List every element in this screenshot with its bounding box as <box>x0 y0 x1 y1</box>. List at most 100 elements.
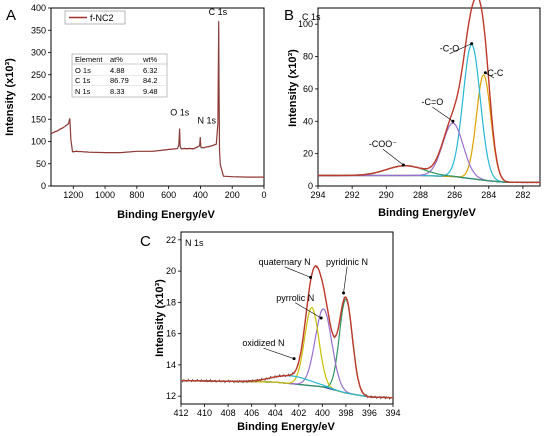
composition-table: Element at% wt% O 1s 4.88 6.32 C 1s 86.7… <box>71 53 168 98</box>
panel-b-plot: 294 292 290 288 286 284 282 0 20 40 60 80 100 -COO⁻ -C… <box>298 0 541 200</box>
raw-data-line <box>317 0 541 184</box>
x-tick-label: 200 <box>225 190 240 200</box>
y-tick-label: 150 <box>31 114 46 124</box>
annotation-arrowhead <box>470 42 474 46</box>
x-tick-label: 600 <box>161 190 176 200</box>
component-line-1 <box>318 74 540 183</box>
panel-c-xlabel: Binding Energy/eV <box>237 421 335 433</box>
annotation-arrow <box>449 43 472 54</box>
x-tick-label: 294 <box>310 190 325 200</box>
peak-label: -C-O <box>440 44 460 54</box>
y-tick-label: 80 <box>303 52 313 62</box>
y-tick-label: 250 <box>31 70 46 80</box>
annotation-arrow <box>432 106 454 122</box>
panel-b-letter: B <box>284 7 294 24</box>
envelope-line <box>180 265 393 399</box>
annotation-arrowhead <box>401 163 405 167</box>
x-tick-label: 398 <box>338 408 353 418</box>
annotation-arrow <box>343 266 348 294</box>
panel-c-ylabel: Intensity (x10³) <box>154 279 166 357</box>
x-tick-label: 406 <box>244 408 259 418</box>
panel-a-ylabel: Intensity (x10³) <box>4 58 16 136</box>
plot-frame <box>180 231 394 405</box>
panel-c-letter: C <box>140 233 151 250</box>
y-tick-label: 20 <box>303 149 313 159</box>
y-tick-label: 20 <box>166 266 176 276</box>
survey-line-f-nc2 <box>50 21 264 178</box>
x-tick-label: 408 <box>221 408 236 418</box>
annotation-arrowhead <box>342 291 346 295</box>
table-cell: O 1s <box>75 66 91 75</box>
y-tick-label: 18 <box>166 297 176 307</box>
envelope-line <box>318 0 540 184</box>
table-cell: 86.79 <box>110 76 129 85</box>
x-tick-label: 400 <box>315 408 330 418</box>
peak-label: -C=O <box>422 97 444 107</box>
y-tick-label: 12 <box>166 391 176 401</box>
x-tick-label: 1000 <box>95 190 115 200</box>
y-tick-label: 22 <box>166 235 176 245</box>
x-tick-label: 412 <box>173 408 188 418</box>
peak-label: -C-C <box>484 68 503 78</box>
panel-b: B C 1s Binding Energy/eV Intensity (x10³… <box>284 0 541 219</box>
table-header-element: Element <box>75 55 103 64</box>
survey-noise-line <box>50 20 262 178</box>
annotation-arrowhead <box>292 357 296 361</box>
x-tick-label: 410 <box>197 408 212 418</box>
panel-a-letter: A <box>6 7 16 24</box>
annotation-arrow <box>284 266 311 278</box>
component-line-4 <box>180 375 393 399</box>
x-tick-label: 288 <box>413 190 428 200</box>
peak-label: pyrrolic N <box>276 293 314 303</box>
peak-label: -COO⁻ <box>369 139 397 149</box>
annotation-arrow <box>263 347 295 359</box>
annotation-arrowhead <box>319 316 323 320</box>
peak-label: N 1s <box>198 116 217 126</box>
panel-c: C N 1s Binding Energy/eV Intensity (x10³… <box>140 231 401 433</box>
peak-label: oxidized N <box>242 338 284 348</box>
y-tick-label: 100 <box>31 137 46 147</box>
table-header-at: at% <box>110 55 123 64</box>
y-tick-label: 60 <box>303 84 313 94</box>
y-tick-label: 14 <box>166 360 176 370</box>
peak-label: C 1s <box>209 7 228 17</box>
x-tick-label: 290 <box>379 190 394 200</box>
table-cell: 4.88 <box>110 66 125 75</box>
legend-box <box>64 10 126 25</box>
plot-frame <box>317 7 541 187</box>
x-tick-label: 404 <box>268 408 283 418</box>
peak-label: O 1s <box>170 108 190 118</box>
raw-data-line <box>180 265 394 400</box>
annotation-arrowhead <box>483 71 487 75</box>
panel-c-title: N 1s <box>185 238 204 248</box>
x-tick-label: 292 <box>345 190 360 200</box>
annotation-arrowhead <box>309 275 313 279</box>
x-tick-label: 402 <box>291 408 306 418</box>
y-tick-label: 16 <box>166 329 176 339</box>
table-cell: C 1s <box>75 76 91 85</box>
x-tick-label: 282 <box>515 190 530 200</box>
y-tick-label: 200 <box>31 92 46 102</box>
y-tick-label: 50 <box>36 159 46 169</box>
x-tick-label: 286 <box>447 190 462 200</box>
component-line-2 <box>318 43 540 183</box>
table-cell: 6.32 <box>143 66 158 75</box>
panel-c-plot: 412 410 408 406 404 402 400 398 396 394 12 14 16 18 20… <box>166 231 401 418</box>
component-line-2 <box>180 308 393 399</box>
y-tick-label: 300 <box>31 48 46 58</box>
table-cell: N 1s <box>75 87 91 96</box>
peak-label: quaternary N <box>259 257 311 267</box>
x-tick-label: 394 <box>385 408 400 418</box>
table-header-wt: wt% <box>142 55 158 64</box>
panel-b-title: C 1s <box>302 12 321 22</box>
y-tick-label: 100 <box>298 19 313 29</box>
x-tick-label: 1200 <box>63 190 83 200</box>
y-tick-label: 0 <box>41 181 46 191</box>
y-tick-label: 350 <box>31 25 46 35</box>
x-tick-label: 396 <box>362 408 377 418</box>
peak-label: pyridinic N <box>326 257 368 267</box>
component-line-3 <box>318 122 540 183</box>
component-line-3 <box>180 306 393 399</box>
annotation-arrow <box>485 72 495 79</box>
